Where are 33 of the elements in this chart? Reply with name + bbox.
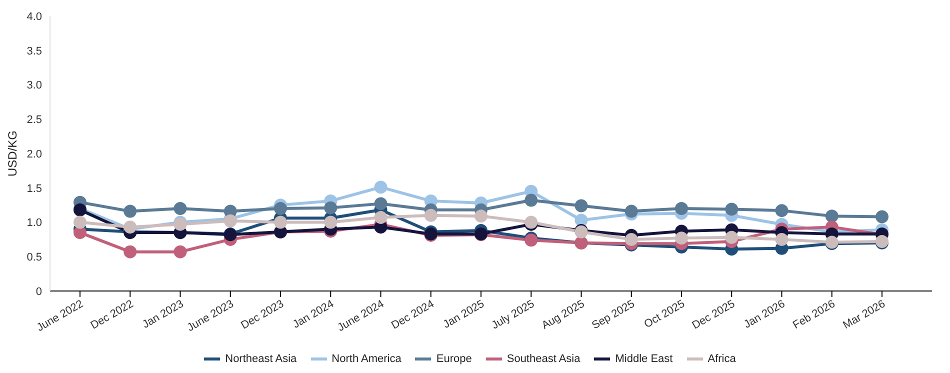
y-tick-label: 2.5 xyxy=(26,114,42,126)
x-tick-label: Dec 2025 xyxy=(690,298,738,332)
x-tick-label: Jan 2026 xyxy=(742,298,788,331)
x-tick-label: June 2023 xyxy=(185,298,236,334)
x-tick-label: Jan 2025 xyxy=(441,298,486,331)
x-tick-label: July 2025 xyxy=(490,298,537,332)
legend-label: Northeast Asia xyxy=(224,353,297,365)
x-tick-label: Sep 2025 xyxy=(590,298,637,332)
y-tick-label: 1.0 xyxy=(26,217,42,230)
x-tick-label: Jan 2024 xyxy=(290,298,336,331)
y-tick-label: 0.5 xyxy=(26,252,42,264)
y-tick-label: 3.0 xyxy=(26,80,42,92)
legend-label: Africa xyxy=(706,353,736,365)
x-tick-label: Aug 2025 xyxy=(540,298,587,332)
x-tick-label: Dec 2022 xyxy=(88,298,136,332)
y-tick-label: 2.0 xyxy=(26,148,42,160)
x-tick-label: Dec 2024 xyxy=(389,298,436,332)
y-axis-title: USD/KG xyxy=(5,130,20,177)
y-tick-label: 3.5 xyxy=(26,45,42,58)
x-tick-label: Dec 2023 xyxy=(239,298,286,332)
x-tick-label: Oct 2025 xyxy=(642,298,687,331)
x-tick-label: Feb 2026 xyxy=(791,298,838,332)
x-tick-label: June 2024 xyxy=(336,298,386,334)
legend-label: Europe xyxy=(435,353,472,365)
x-tick-label: Jan 2023 xyxy=(140,298,186,331)
legend-label: North America xyxy=(330,353,402,365)
legend-label: Southeast Asia xyxy=(506,353,580,365)
y-tick-label: 0 xyxy=(36,286,42,298)
y-tick-label: 1.5 xyxy=(26,182,42,195)
x-tick-label: Mar 2026 xyxy=(841,298,888,332)
y-tick-label: 4.0 xyxy=(26,10,42,23)
legend-label: Middle East xyxy=(614,353,673,365)
x-tick-label: June 2022 xyxy=(34,298,86,334)
